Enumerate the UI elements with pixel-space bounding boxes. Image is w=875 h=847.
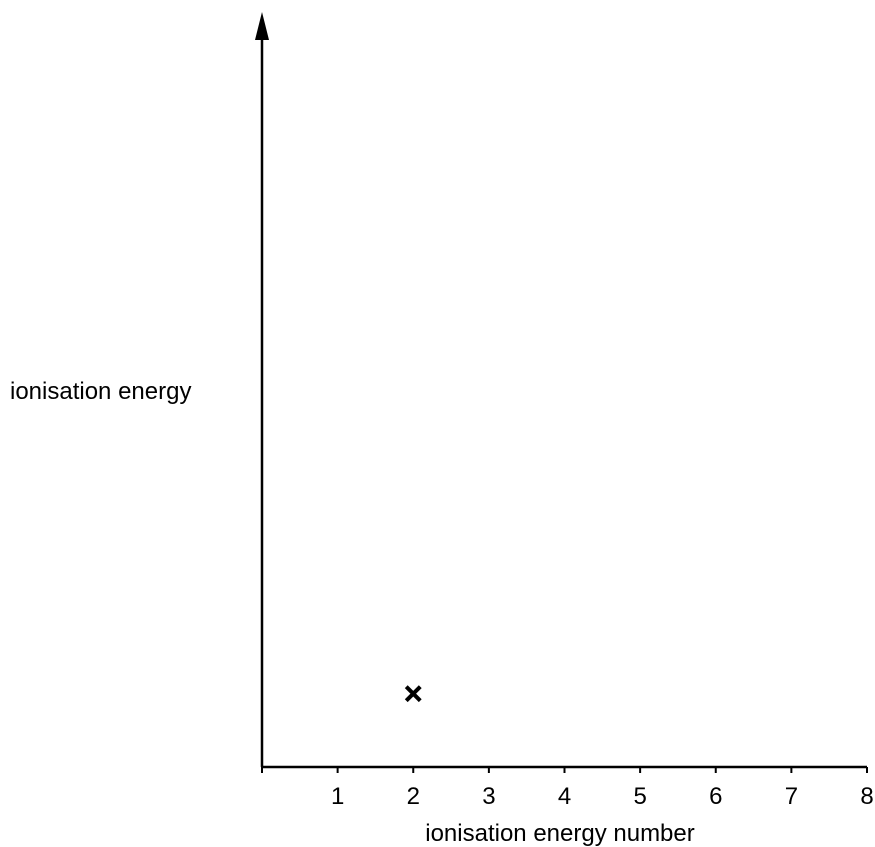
x-tick-label: 1 xyxy=(331,783,344,810)
x-tick-label: 2 xyxy=(407,783,420,810)
x-tick-label: 5 xyxy=(633,783,646,810)
x-tick-label: 7 xyxy=(785,783,798,810)
x-tick-label: 6 xyxy=(709,783,722,810)
data-points xyxy=(404,685,422,703)
marker-stroke xyxy=(404,685,422,703)
y-axis-title: ionisation energy xyxy=(10,378,191,405)
x-tick-label: 3 xyxy=(482,783,495,810)
x-axis-title: ionisation energy number xyxy=(425,820,695,847)
data-point-marker xyxy=(404,685,422,703)
y-axis-arrowhead xyxy=(255,12,269,40)
x-tick-label: 8 xyxy=(860,783,873,810)
x-axis-ticks: 1 2 3 4 5 6 7 8 xyxy=(261,767,874,810)
x-tick-label: 4 xyxy=(558,783,571,810)
